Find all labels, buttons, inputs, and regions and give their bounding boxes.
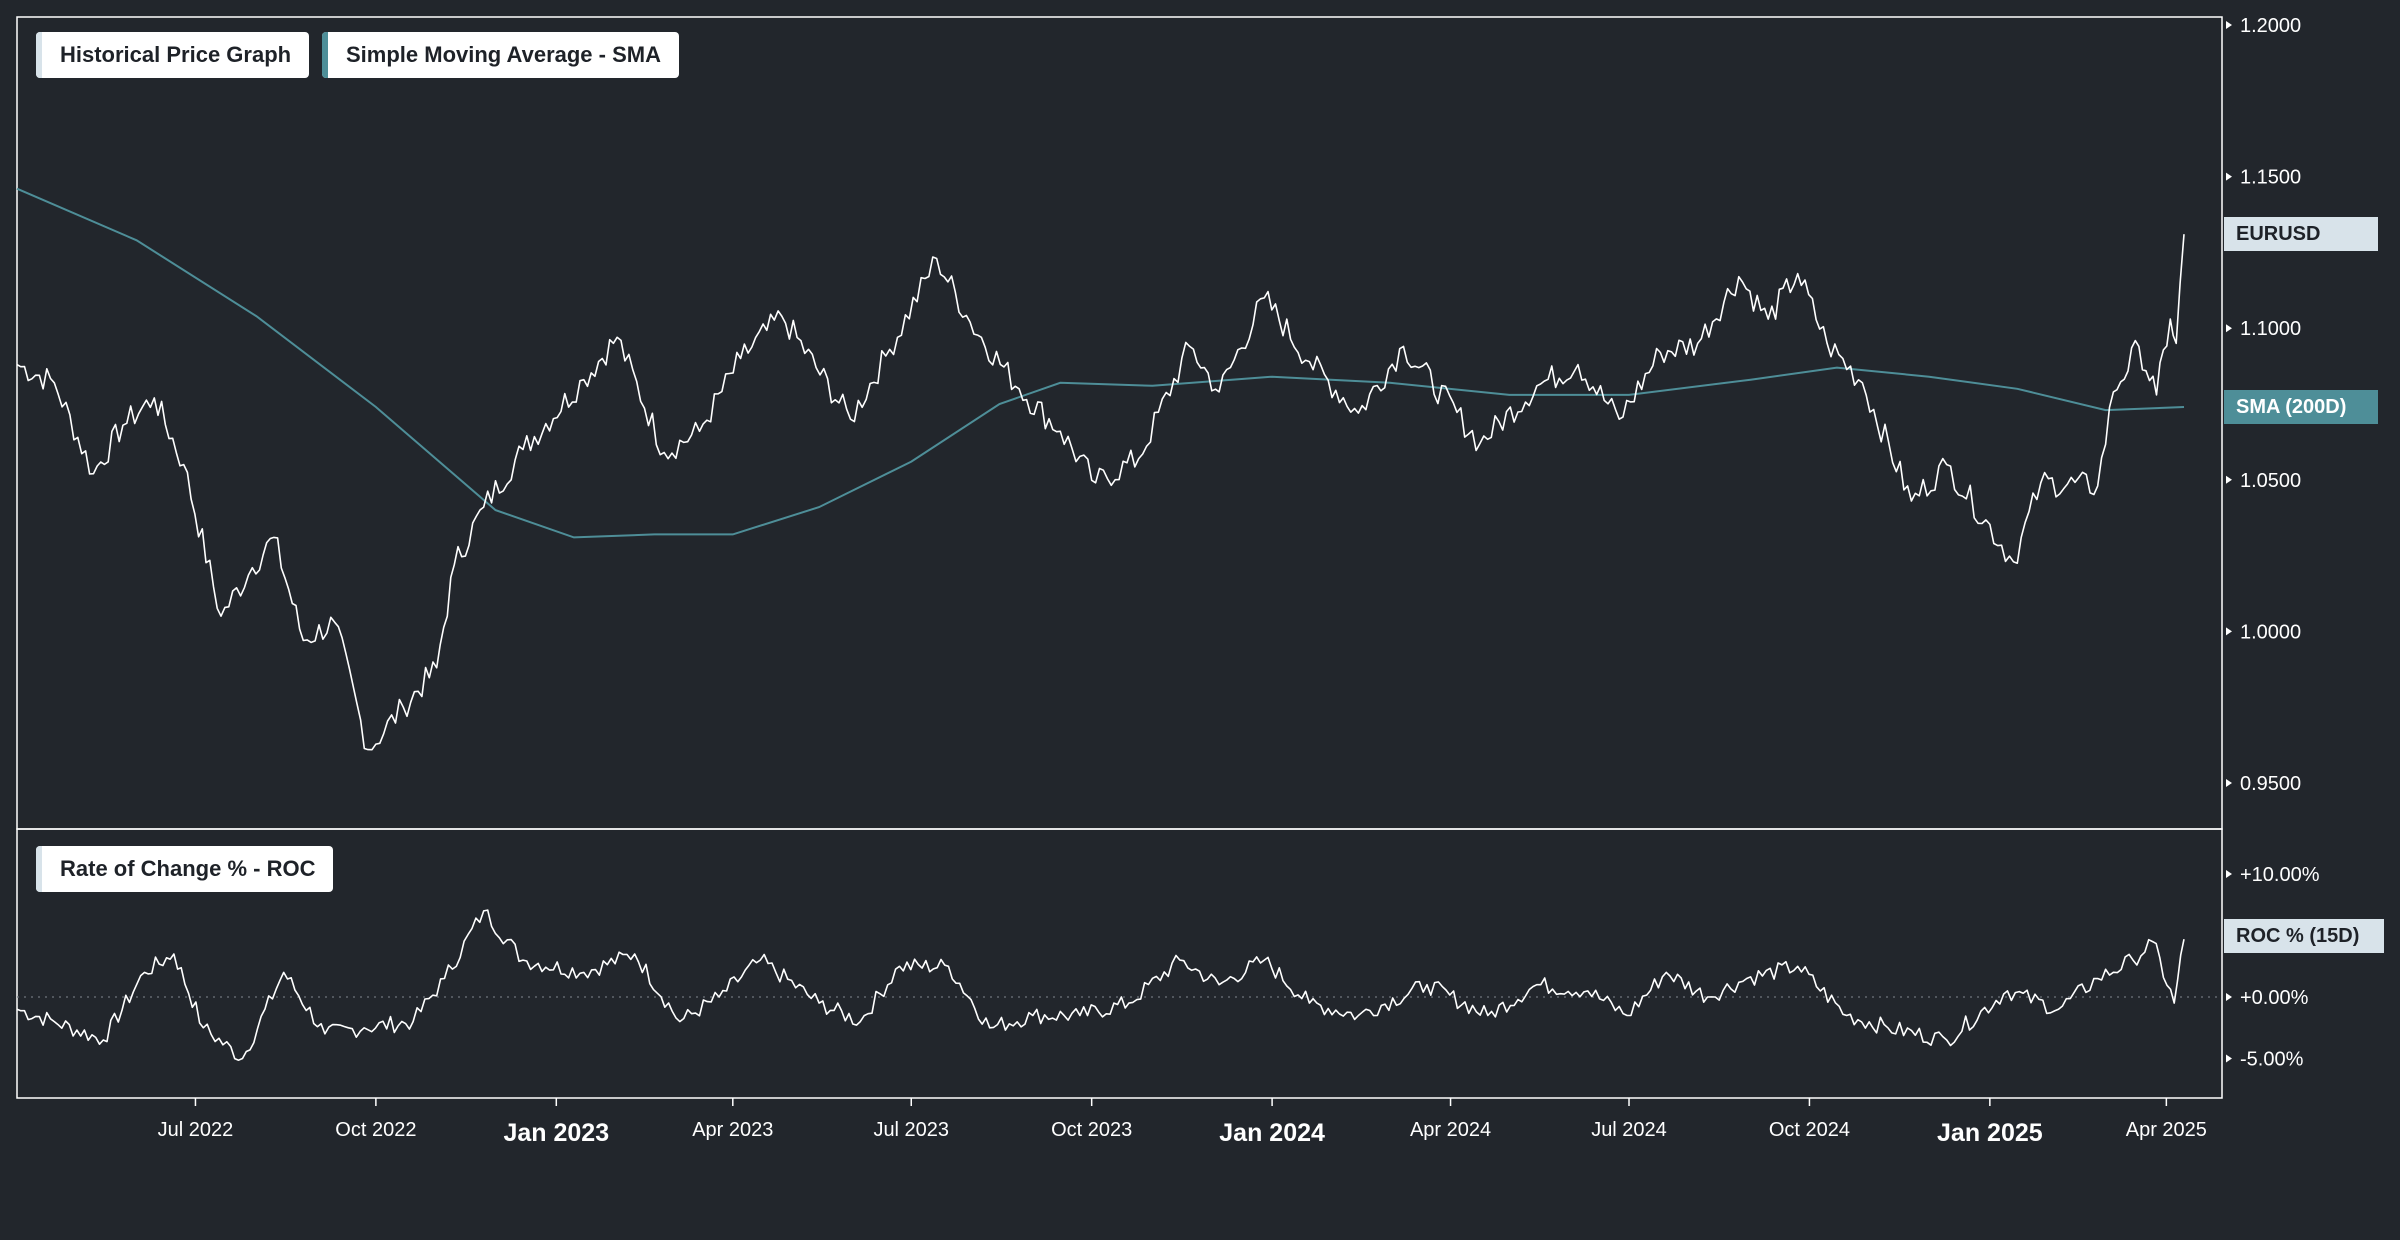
- roc-y-tick-mark: [2226, 870, 2232, 878]
- x-tick-label: Apr 2023: [692, 1119, 773, 1141]
- legend-price-swatch: [36, 32, 42, 78]
- eurusd-price-line: [16, 234, 2185, 751]
- eurusd-value-tag: EURUSD: [2224, 217, 2378, 252]
- x-tick-label: Jan 2023: [503, 1119, 609, 1147]
- y-tick-mark: [2226, 324, 2232, 333]
- x-tick-label: Apr 2024: [1410, 1119, 1491, 1141]
- x-tick-label: Jul 2022: [158, 1119, 234, 1141]
- y-tick-label: 1.2000: [2240, 15, 2301, 37]
- legend-sma[interactable]: Simple Moving Average - SMA: [322, 32, 679, 78]
- roc-y-tick-label: -5.00%: [2240, 1049, 2304, 1071]
- x-tick-label: Jan 2024: [1219, 1119, 1325, 1147]
- y-tick-label: 1.1500: [2240, 167, 2301, 189]
- x-tick-label: Apr 2025: [2126, 1119, 2207, 1141]
- roc-value-tag: ROC % (15D): [2224, 919, 2384, 954]
- y-tick-label: 1.1000: [2240, 318, 2301, 340]
- roc-y-tick-label: +10.00%: [2240, 864, 2320, 886]
- y-tick-label: 0.9500: [2240, 773, 2301, 795]
- roc-panel: +10.00% +0.00% -5.00%: [16, 828, 2320, 1099]
- x-tick-label: Oct 2023: [1051, 1119, 1132, 1141]
- sma-line: [16, 187, 2185, 539]
- roc-line: [16, 909, 2185, 1061]
- roc-y-tick-mark: [2226, 993, 2232, 1001]
- y-tick-mark: [2226, 627, 2232, 636]
- y-tick-mark: [2226, 172, 2232, 181]
- legend-roc-swatch: [36, 846, 42, 892]
- x-tick-label: Jul 2023: [873, 1119, 949, 1141]
- legend-historical-price[interactable]: Historical Price Graph: [36, 32, 310, 78]
- sma-value-tag: SMA (200D): [2224, 390, 2378, 425]
- y-tick-mark: [2226, 475, 2232, 484]
- legend-roc-label: Rate of Change % - ROC: [60, 856, 316, 881]
- x-tick-label: Oct 2022: [335, 1119, 416, 1141]
- legend-sma-label: Simple Moving Average - SMA: [346, 42, 661, 67]
- y-tick-mark: [2226, 21, 2232, 29]
- roc-y-tick-mark: [2226, 1054, 2232, 1063]
- roc-y-tick-label: +0.00%: [2240, 987, 2309, 1009]
- legend-roc[interactable]: Rate of Change % - ROC: [36, 846, 334, 892]
- roc-panel-frame: [16, 828, 2223, 1099]
- y-tick-label: 1.0500: [2240, 470, 2301, 492]
- y-tick-label: 1.0000: [2240, 621, 2301, 643]
- x-axis: Jul 2022 Oct 2022 Jan 2023 Apr 2023 Jul 2023…: [158, 1098, 2207, 1147]
- legend-historical-price-label: Historical Price Graph: [60, 42, 292, 67]
- y-tick-mark: [2226, 779, 2232, 787]
- price-panel: 1.2000 1.1500 1.1000 1.0500 1.0000 0.9500: [16, 15, 2301, 830]
- price-panel-frame: [16, 16, 2223, 830]
- x-tick-label: Jul 2024: [1591, 1119, 1667, 1141]
- x-tick-label: Jan 2025: [1937, 1119, 2043, 1147]
- x-tick-label: Oct 2024: [1769, 1119, 1850, 1141]
- legend-sma-swatch: [322, 32, 328, 78]
